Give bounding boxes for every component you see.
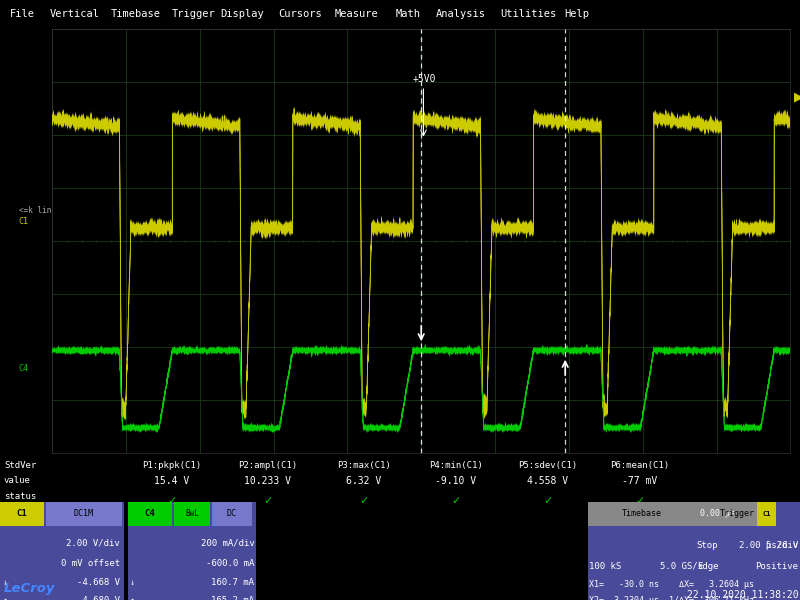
Text: Help: Help xyxy=(564,9,589,19)
Text: ↓: ↓ xyxy=(2,578,7,587)
Text: Math: Math xyxy=(396,9,421,19)
Text: C4: C4 xyxy=(18,364,29,373)
Bar xyxy=(0,502,44,526)
Text: C4: C4 xyxy=(144,509,155,518)
Text: DC1M: DC1M xyxy=(74,509,94,518)
Text: 15.4 V: 15.4 V xyxy=(154,476,190,487)
Text: ↑: ↑ xyxy=(130,596,134,600)
Text: P2:ampl(C1): P2:ampl(C1) xyxy=(238,461,298,470)
Text: <=k lin: <=k lin xyxy=(19,206,51,215)
Text: Positive: Positive xyxy=(755,562,798,571)
Text: Utilities: Utilities xyxy=(500,9,556,19)
Text: LeCroy: LeCroy xyxy=(4,582,55,595)
Text: BwL: BwL xyxy=(185,509,199,518)
Text: 160.7 mA: 160.7 mA xyxy=(211,578,254,587)
Text: 5.26 V: 5.26 V xyxy=(766,541,798,550)
Text: -600.0 mA: -600.0 mA xyxy=(206,559,254,568)
Text: value: value xyxy=(4,476,31,485)
Text: 100 kS: 100 kS xyxy=(589,562,621,571)
Text: ↓: ↓ xyxy=(130,578,134,587)
Text: -4.680 V: -4.680 V xyxy=(77,596,120,600)
Text: 0 mV offset: 0 mV offset xyxy=(61,559,120,568)
Bar xyxy=(0,502,124,600)
Text: 200 mA/div: 200 mA/div xyxy=(201,539,254,548)
Text: ✓: ✓ xyxy=(451,496,461,506)
Text: X1=   -30.0 ns    ΔX=   3.2604 µs: X1= -30.0 ns ΔX= 3.2604 µs xyxy=(589,580,754,589)
Text: Edge: Edge xyxy=(697,562,718,571)
Text: 22.10.2020 11:38:20: 22.10.2020 11:38:20 xyxy=(686,590,798,600)
Text: P4:min(C1): P4:min(C1) xyxy=(429,461,483,470)
Text: ✓: ✓ xyxy=(543,496,553,506)
Text: P5:sdev(C1): P5:sdev(C1) xyxy=(518,461,578,470)
Text: 165.2 mA: 165.2 mA xyxy=(211,596,254,600)
Text: ▶: ▶ xyxy=(794,90,800,103)
Text: ✓: ✓ xyxy=(263,496,273,506)
Text: -9.10 V: -9.10 V xyxy=(435,476,477,487)
Text: ✓: ✓ xyxy=(635,496,645,506)
Text: X2=  3.2304 µs  1/ΔX=  306.71 kHz: X2= 3.2304 µs 1/ΔX= 306.71 kHz xyxy=(589,596,754,600)
Text: C1: C1 xyxy=(762,511,770,517)
Text: Analysis: Analysis xyxy=(436,9,486,19)
Text: 5.0 GS/s: 5.0 GS/s xyxy=(660,562,703,571)
Bar xyxy=(128,502,172,526)
Text: ↑: ↑ xyxy=(2,596,7,600)
Text: +5V0: +5V0 xyxy=(412,74,436,84)
Text: File: File xyxy=(10,9,34,19)
Bar xyxy=(696,502,776,526)
Text: P1:pkpk(C1): P1:pkpk(C1) xyxy=(142,461,202,470)
Text: Cursors: Cursors xyxy=(278,9,322,19)
Text: 10.233 V: 10.233 V xyxy=(245,476,291,487)
Bar xyxy=(588,502,800,600)
Text: StdVer: StdVer xyxy=(4,461,36,470)
Text: 6.32 V: 6.32 V xyxy=(346,476,382,487)
Text: -77 mV: -77 mV xyxy=(622,476,658,487)
Text: Display: Display xyxy=(220,9,264,19)
Text: Timebase: Timebase xyxy=(110,9,160,19)
Text: status: status xyxy=(4,491,36,500)
Text: Stop: Stop xyxy=(697,541,718,550)
Text: 4.558 V: 4.558 V xyxy=(527,476,569,487)
Bar xyxy=(128,502,256,600)
Text: Timebase: Timebase xyxy=(622,509,662,518)
Text: ✓: ✓ xyxy=(359,496,369,506)
Text: DC: DC xyxy=(227,509,237,518)
Text: Trigger: Trigger xyxy=(172,9,216,19)
Text: ✓: ✓ xyxy=(167,496,177,506)
Text: Measure: Measure xyxy=(334,9,378,19)
Text: 2.00 V/div: 2.00 V/div xyxy=(66,539,120,548)
Text: 0.00 µs: 0.00 µs xyxy=(700,509,735,518)
Bar xyxy=(212,502,252,526)
Text: Vertical: Vertical xyxy=(50,9,99,19)
Text: 2.00 µs/div: 2.00 µs/div xyxy=(739,541,798,550)
Bar xyxy=(46,502,122,526)
Bar xyxy=(174,502,210,526)
Bar xyxy=(588,502,696,526)
Text: P6:mean(C1): P6:mean(C1) xyxy=(610,461,670,470)
Bar xyxy=(757,502,776,526)
Text: Trigger: Trigger xyxy=(720,509,755,518)
Text: C1: C1 xyxy=(18,217,29,226)
Text: C1: C1 xyxy=(16,509,27,518)
Text: -4.668 V: -4.668 V xyxy=(77,578,120,587)
Text: P3:max(C1): P3:max(C1) xyxy=(337,461,391,470)
